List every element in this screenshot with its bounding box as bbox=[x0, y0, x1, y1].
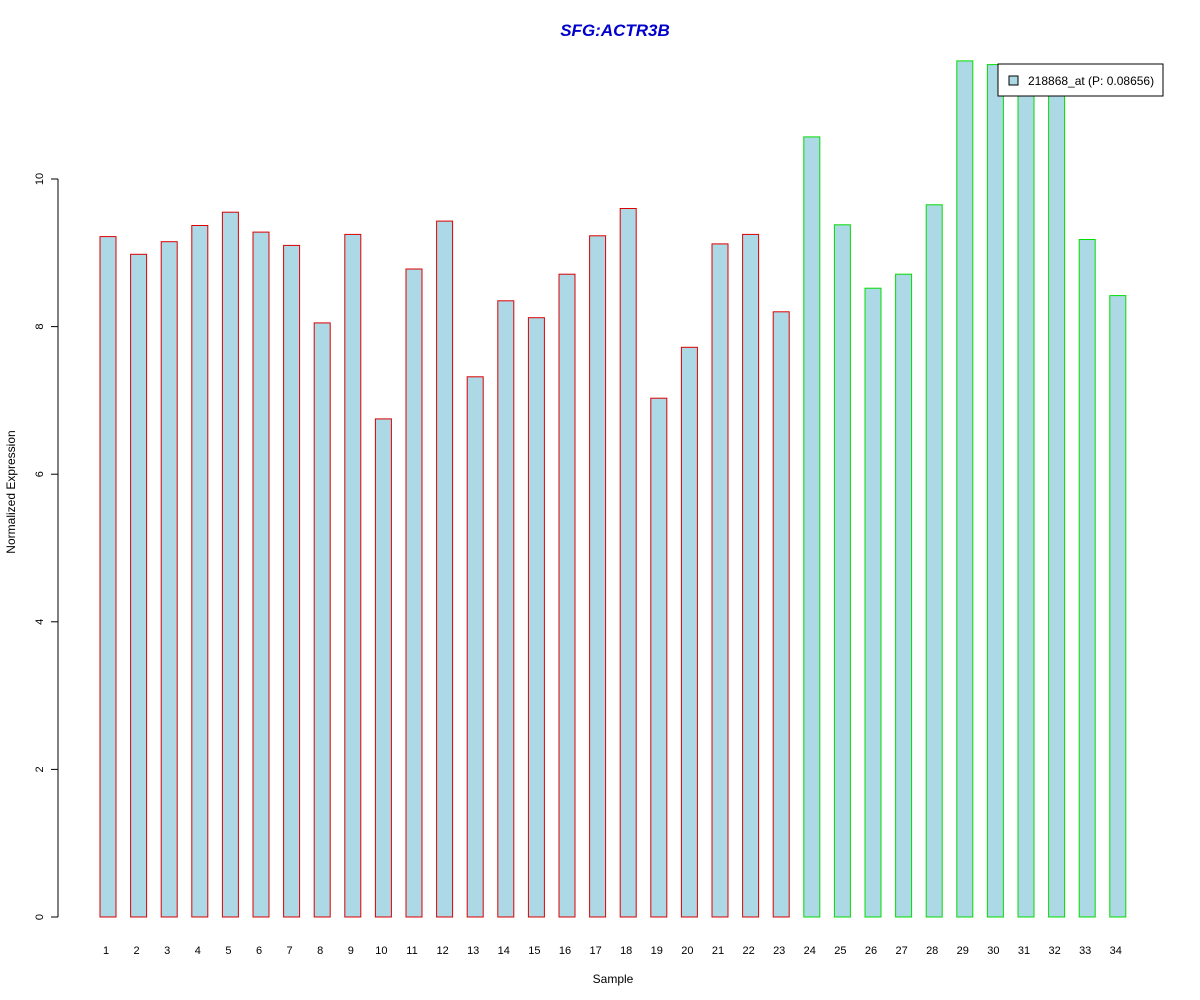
bar bbox=[925, 204, 943, 918]
x-tick-label: 5 bbox=[225, 945, 231, 957]
x-tick-label: 11 bbox=[406, 945, 417, 957]
x-tick-label: 13 bbox=[467, 945, 479, 957]
x-tick-label: 18 bbox=[620, 945, 632, 957]
x-tick-label: 23 bbox=[773, 945, 785, 957]
bar bbox=[619, 208, 637, 918]
bar bbox=[191, 225, 209, 918]
y-axis-label: Normalized Expression bbox=[4, 430, 18, 553]
x-tick-label: 34 bbox=[1110, 945, 1122, 957]
x-tick-label: 14 bbox=[498, 945, 510, 957]
bar bbox=[895, 273, 913, 918]
y-tick-label: 10 bbox=[34, 173, 46, 185]
x-tick-label: 16 bbox=[559, 945, 571, 957]
bar bbox=[405, 268, 423, 918]
x-tick-label: 4 bbox=[195, 945, 201, 957]
bar bbox=[160, 241, 178, 918]
bar bbox=[680, 346, 698, 918]
bar bbox=[803, 136, 821, 918]
x-axis-label: Sample bbox=[593, 972, 634, 986]
x-tick-label: 12 bbox=[436, 945, 448, 957]
bar bbox=[711, 243, 729, 918]
bar bbox=[221, 211, 239, 918]
legend: 218868_at (P: 0.08656) bbox=[997, 63, 1164, 97]
bar bbox=[466, 376, 484, 918]
x-tick-label: 27 bbox=[895, 945, 907, 957]
x-axis: 1 2 3 4 5 6 7 8 9 10 11 12 13 14 15 16 17 18 19 20 21 22 23 24 2… bbox=[103, 945, 1122, 957]
bar bbox=[1048, 93, 1066, 918]
bar bbox=[833, 224, 851, 918]
y-tick-label: 2 bbox=[34, 766, 46, 772]
bar bbox=[650, 397, 668, 918]
x-tick-label: 26 bbox=[865, 945, 877, 957]
bar bbox=[1078, 239, 1096, 918]
bar bbox=[99, 236, 117, 918]
bar bbox=[986, 64, 1004, 918]
y-tick-label: 6 bbox=[34, 471, 46, 477]
bar bbox=[313, 322, 331, 918]
x-tick-label: 20 bbox=[681, 945, 693, 957]
x-tick-label: 6 bbox=[256, 945, 262, 957]
legend-box bbox=[997, 63, 1164, 97]
bar bbox=[436, 220, 454, 918]
x-tick-label: 28 bbox=[926, 945, 938, 957]
x-tick-label: 22 bbox=[742, 945, 754, 957]
bar bbox=[558, 273, 576, 918]
legend-label: 218868_at (P: 0.08656) bbox=[1028, 74, 1154, 88]
bar bbox=[589, 235, 607, 918]
bar bbox=[1017, 93, 1035, 918]
y-tick-label: 4 bbox=[34, 619, 46, 625]
x-tick-label: 9 bbox=[348, 945, 354, 957]
bar bbox=[864, 287, 882, 918]
x-tick-label: 2 bbox=[134, 945, 140, 957]
bar bbox=[252, 231, 270, 918]
bar bbox=[742, 233, 760, 918]
bar bbox=[772, 311, 790, 918]
bar bbox=[283, 244, 301, 918]
x-tick-label: 1 bbox=[103, 945, 109, 957]
x-tick-label: 21 bbox=[712, 945, 724, 957]
x-tick-label: 32 bbox=[1048, 945, 1060, 957]
bar bbox=[956, 60, 974, 918]
bar bbox=[527, 317, 545, 918]
x-tick-label: 19 bbox=[651, 945, 663, 957]
x-tick-label: 24 bbox=[804, 945, 816, 957]
bar bbox=[497, 300, 515, 918]
bars bbox=[99, 60, 1127, 918]
x-tick-label: 3 bbox=[164, 945, 170, 957]
legend-swatch bbox=[1008, 75, 1019, 86]
x-tick-label: 7 bbox=[287, 945, 293, 957]
bar bbox=[344, 233, 362, 918]
x-tick-label: 31 bbox=[1018, 945, 1030, 957]
x-tick-label: 10 bbox=[375, 945, 387, 957]
bar bbox=[1109, 295, 1127, 918]
x-tick-label: 8 bbox=[317, 945, 323, 957]
x-tick-label: 17 bbox=[589, 945, 601, 957]
x-tick-label: 15 bbox=[528, 945, 540, 957]
x-tick-label: 29 bbox=[957, 945, 969, 957]
bar bbox=[130, 253, 148, 918]
bar bbox=[374, 418, 392, 918]
chart-title: SFG:ACTR3B bbox=[560, 21, 670, 40]
y-tick-label: 8 bbox=[34, 324, 46, 330]
x-tick-label: 25 bbox=[834, 945, 846, 957]
x-tick-label: 33 bbox=[1079, 945, 1091, 957]
x-tick-label: 30 bbox=[987, 945, 999, 957]
y-axis: 0 2 4 6 8 10 bbox=[34, 173, 59, 920]
y-tick-label: 0 bbox=[34, 914, 46, 920]
